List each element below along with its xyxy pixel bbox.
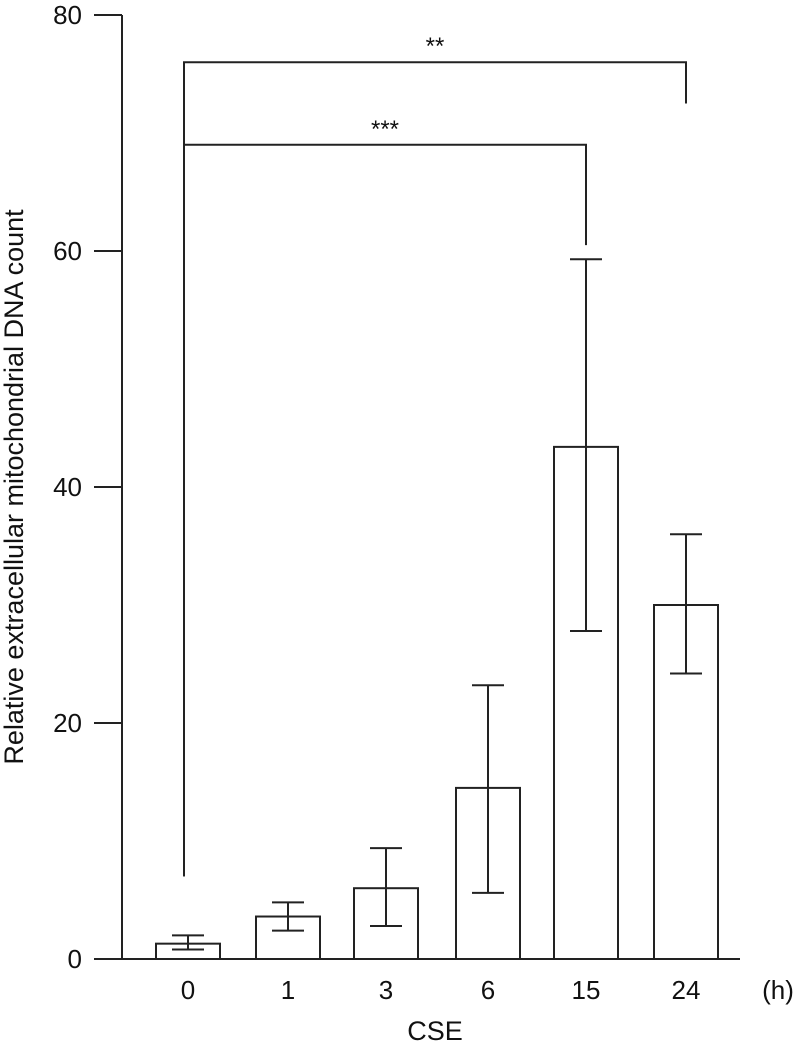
- y-tick-label: 20: [53, 708, 82, 738]
- significance-bracket: [183, 143, 587, 877]
- y-axis: 0 20 40 60 80: [53, 0, 123, 974]
- x-tick-label: 24: [672, 975, 701, 1005]
- x-tick-label: 3: [379, 975, 393, 1005]
- significance-label: ***: [371, 116, 399, 143]
- x-tick-label: 15: [572, 975, 601, 1005]
- error-bars-group: [172, 258, 702, 951]
- x-axis: 0 1 3 6 15 24: [122, 958, 740, 1005]
- x-tick-label: 1: [281, 975, 295, 1005]
- x-tick-label: 6: [481, 975, 495, 1005]
- significance-label: **: [426, 33, 445, 60]
- significance-group: *****: [183, 33, 687, 877]
- x-axis-unit-label: (h): [762, 975, 794, 1005]
- y-tick-label: 80: [53, 0, 82, 30]
- bars-group: [155, 445, 719, 961]
- y-tick-label: 40: [53, 472, 82, 502]
- y-tick-label: 0: [68, 944, 82, 974]
- y-tick-label: 60: [53, 236, 82, 266]
- x-axis-title: CSE: [407, 1016, 463, 1046]
- y-axis-title: Relative extracellular mitochondrial DNA…: [0, 209, 29, 765]
- x-tick-label: 0: [181, 975, 195, 1005]
